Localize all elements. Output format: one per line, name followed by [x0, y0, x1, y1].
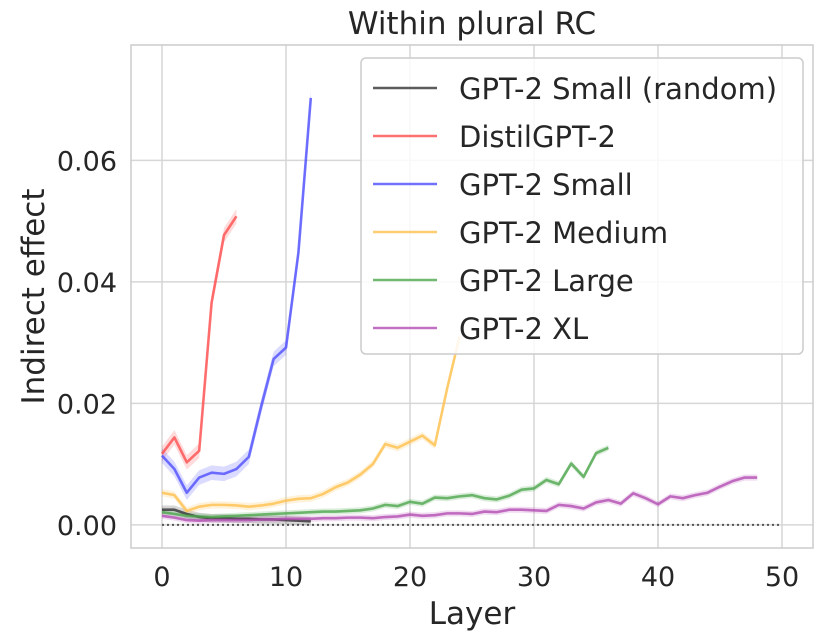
legend-box — [360, 57, 804, 355]
x-tick-label: 50 — [765, 562, 799, 593]
x-tick-label: 30 — [517, 562, 551, 593]
series-line-gpt-2-medium — [161, 336, 461, 513]
error-band-gpt-2-large — [162, 444, 609, 521]
x-tick-label: 20 — [393, 562, 427, 593]
x-tick-label: 0 — [153, 562, 170, 593]
series-line-gpt-2-small — [161, 97, 313, 495]
legend-label-gpt-2-small: GPT-2 Small — [459, 168, 633, 202]
legend-label-distilgpt-2: DistilGPT-2 — [459, 120, 616, 154]
series-line-gpt-2-large — [161, 446, 609, 519]
y-tick-label: 0.04 — [57, 268, 117, 299]
y-axis-label: Indirect effect — [16, 189, 52, 405]
tick-labels: 0 10 20 30 40 50 0.00 0.02 0.04 0.06 — [57, 146, 799, 593]
legend: GPT-2 Small (random) DistilGPT-2 GPT-2 Sma… — [360, 57, 804, 355]
series-line-gpt-2-xl — [161, 476, 758, 522]
legend-label-gpt-2-small-random: GPT-2 Small (random) — [459, 72, 777, 106]
legend-label-gpt-2-large: GPT-2 Large — [459, 264, 634, 298]
x-tick-label: 40 — [641, 562, 675, 593]
chart-title: Within plural RC — [348, 6, 596, 42]
series-lines — [160, 97, 758, 523]
y-tick-label: 0.02 — [57, 389, 117, 420]
legend-label-gpt-2-xl: GPT-2 XL — [459, 312, 588, 346]
y-tick-label: 0.06 — [57, 146, 117, 177]
legend-label-gpt-2-medium: GPT-2 Medium — [459, 216, 668, 250]
x-axis-label: Layer — [429, 596, 516, 632]
x-tick-label: 10 — [269, 562, 303, 593]
y-tick-label: 0.00 — [57, 511, 117, 542]
plot-frame — [130, 44, 814, 549]
series-line-distilgpt-2 — [160, 215, 238, 464]
